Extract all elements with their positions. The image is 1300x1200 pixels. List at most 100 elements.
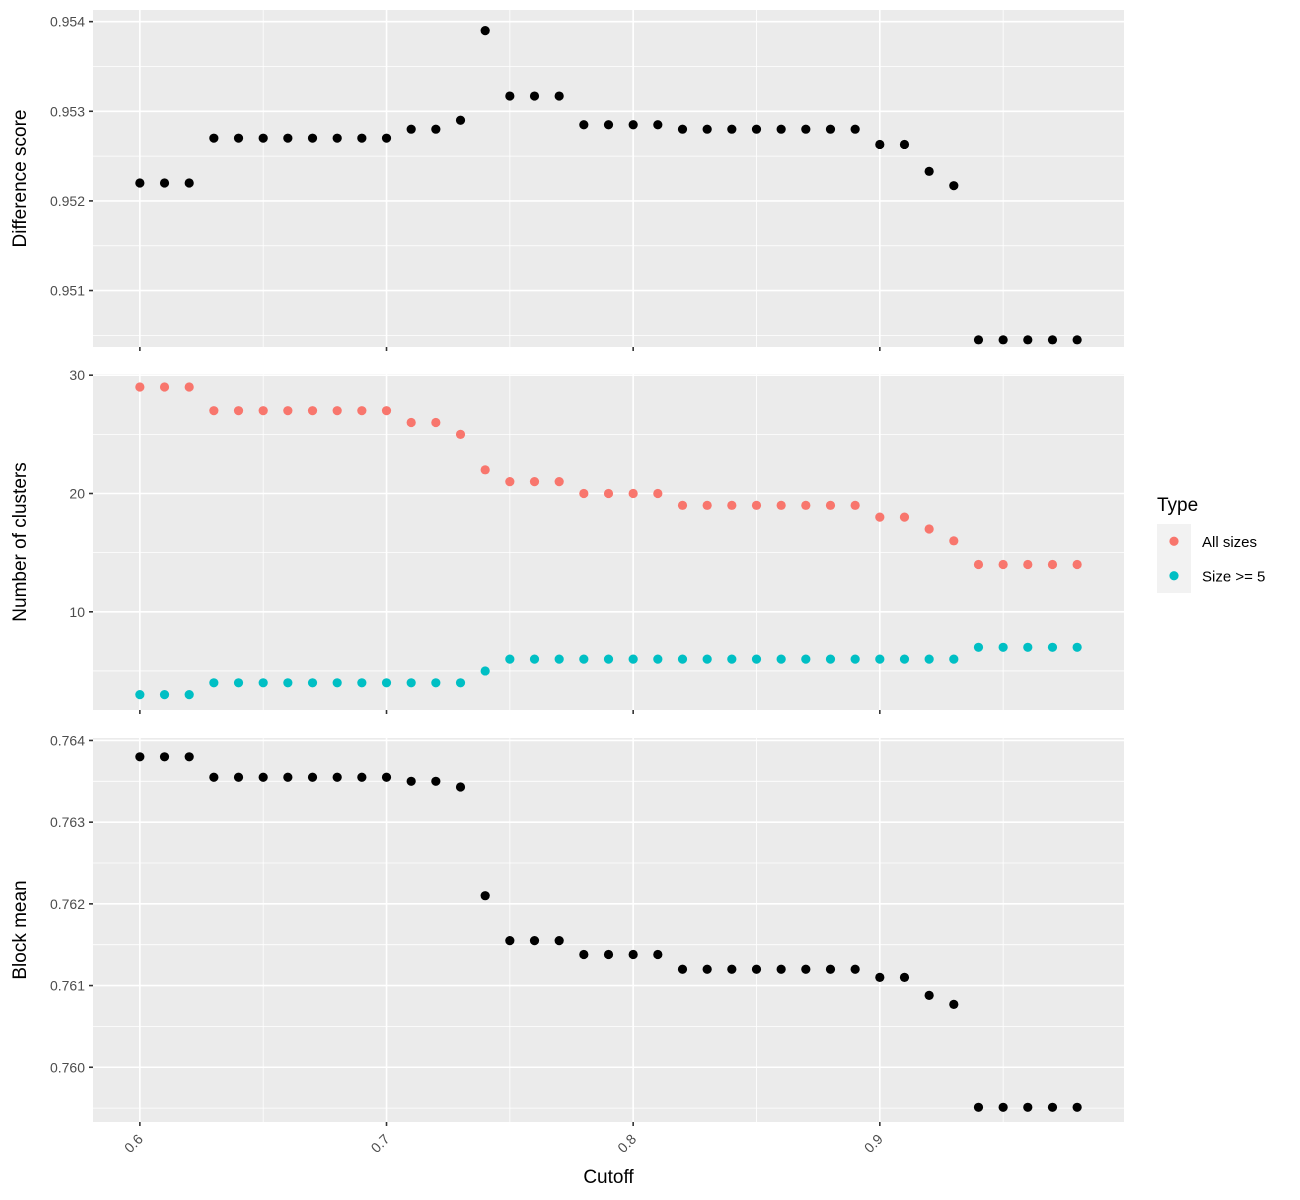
panel-background bbox=[93, 738, 1124, 1122]
data-point bbox=[554, 936, 564, 946]
data-point bbox=[973, 1102, 984, 1112]
data-point bbox=[554, 654, 564, 664]
data-point bbox=[505, 91, 515, 101]
data-point bbox=[702, 124, 712, 134]
data-point bbox=[381, 772, 392, 782]
series-1 bbox=[135, 26, 1082, 345]
data-point bbox=[899, 972, 910, 982]
data-point bbox=[702, 500, 712, 510]
y-tick-label: 0.953 bbox=[50, 103, 85, 119]
y-tick-label: 10 bbox=[69, 604, 85, 620]
data-point bbox=[949, 181, 959, 191]
data-point bbox=[875, 972, 885, 982]
data-point bbox=[209, 133, 219, 143]
data-point bbox=[727, 124, 737, 134]
data-point bbox=[159, 178, 170, 188]
data-point bbox=[283, 133, 293, 143]
x-tick-label: 0.6 bbox=[121, 1131, 146, 1156]
series-1 bbox=[135, 382, 1082, 570]
data-point bbox=[1072, 1102, 1082, 1112]
data-point bbox=[628, 120, 638, 130]
data-point bbox=[184, 178, 194, 188]
data-point bbox=[998, 1102, 1008, 1112]
y-axis-title: Number of clusters bbox=[10, 462, 31, 621]
y-tick-label: 20 bbox=[69, 485, 85, 501]
data-point bbox=[480, 26, 490, 36]
data-point bbox=[801, 964, 811, 974]
data-point bbox=[603, 488, 614, 499]
data-point bbox=[949, 536, 959, 546]
data-point bbox=[233, 406, 244, 416]
data-point bbox=[135, 690, 145, 700]
data-point bbox=[505, 477, 515, 487]
data-point bbox=[1023, 1102, 1033, 1112]
data-point bbox=[258, 133, 268, 143]
y-tick-label: 0.951 bbox=[50, 283, 85, 299]
data-point bbox=[332, 406, 342, 416]
x-tick-label: 0.7 bbox=[368, 1131, 393, 1156]
data-point bbox=[677, 124, 688, 134]
data-point bbox=[233, 133, 244, 143]
data-point bbox=[751, 654, 762, 664]
panel-2: 10 20 30 Number of clusters bbox=[10, 367, 1124, 714]
data-point bbox=[505, 936, 515, 946]
data-point bbox=[381, 133, 392, 143]
data-point bbox=[727, 654, 737, 664]
data-point bbox=[480, 666, 490, 676]
data-point bbox=[603, 120, 614, 130]
data-point bbox=[307, 678, 318, 688]
data-point bbox=[1072, 642, 1082, 652]
series-1 bbox=[135, 752, 1082, 1112]
data-point bbox=[653, 949, 663, 960]
data-point bbox=[776, 964, 786, 974]
data-point bbox=[554, 477, 564, 487]
x-axis: 0.6 0.7 0.8 0.9 bbox=[121, 1131, 886, 1156]
data-point bbox=[307, 772, 318, 782]
data-point bbox=[406, 776, 416, 786]
data-point bbox=[480, 465, 490, 475]
data-point bbox=[1023, 335, 1033, 345]
x-tick-label: 0.9 bbox=[861, 1131, 886, 1156]
data-point bbox=[135, 178, 145, 188]
panel-background bbox=[93, 10, 1124, 347]
data-point bbox=[677, 500, 688, 510]
y-tick-label: 30 bbox=[69, 367, 85, 383]
data-point bbox=[1047, 559, 1058, 570]
data-point bbox=[850, 964, 860, 974]
data-point bbox=[529, 91, 540, 101]
data-point bbox=[1072, 335, 1082, 345]
data-point bbox=[184, 752, 194, 762]
data-point bbox=[554, 91, 564, 101]
data-point bbox=[258, 678, 268, 688]
data-point bbox=[579, 120, 589, 130]
data-point bbox=[949, 654, 959, 664]
series-2 bbox=[135, 642, 1082, 700]
data-point bbox=[1047, 642, 1058, 652]
panel-3: 0.760 0.761 0.762 0.763 0.764 Block mean bbox=[10, 732, 1124, 1126]
data-point bbox=[505, 654, 515, 664]
data-point bbox=[283, 678, 293, 688]
data-point bbox=[233, 678, 244, 688]
data-point bbox=[431, 124, 441, 134]
data-point bbox=[727, 500, 737, 510]
legend-label: All sizes bbox=[1202, 534, 1257, 551]
data-point bbox=[628, 949, 638, 960]
data-point bbox=[776, 500, 786, 510]
y-tick-label: 0.954 bbox=[50, 14, 85, 30]
data-point bbox=[529, 654, 540, 664]
data-point bbox=[431, 417, 441, 428]
y-axis-title: Difference score bbox=[10, 110, 31, 248]
data-point bbox=[431, 678, 441, 688]
data-point bbox=[973, 335, 984, 345]
data-point bbox=[998, 642, 1008, 652]
data-point bbox=[677, 964, 688, 974]
data-point bbox=[776, 654, 786, 664]
x-axis-title: Cutoff bbox=[583, 1167, 634, 1188]
data-point bbox=[825, 124, 836, 134]
data-point bbox=[801, 124, 811, 134]
data-point bbox=[455, 782, 466, 792]
data-point bbox=[455, 678, 466, 688]
data-point bbox=[924, 166, 934, 176]
data-point bbox=[899, 139, 910, 150]
